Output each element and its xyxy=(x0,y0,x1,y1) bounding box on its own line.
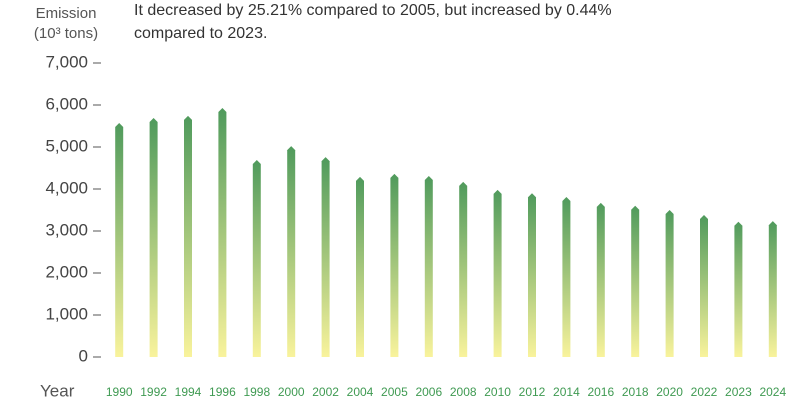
y-tick-label: 7,000 xyxy=(45,52,88,71)
bar xyxy=(494,190,502,357)
y-tick-label: 0 xyxy=(79,346,88,365)
x-tick-label: 2005 xyxy=(381,385,408,399)
bar xyxy=(390,174,398,357)
bar xyxy=(356,177,364,357)
bar xyxy=(253,160,261,357)
x-tick-label: 2018 xyxy=(622,385,649,399)
bar xyxy=(631,206,639,357)
annotation: It decreased by 25.21% compared to 2005,… xyxy=(134,2,612,19)
y-tick-label: 5,000 xyxy=(45,136,88,155)
bar xyxy=(150,118,158,357)
bar xyxy=(218,108,226,357)
x-tick-label: 2024 xyxy=(759,385,786,399)
y-axis-title: Emission xyxy=(36,5,97,22)
x-tick-label: 2020 xyxy=(656,385,683,399)
y-tick-label: 6,000 xyxy=(45,94,88,113)
bar xyxy=(115,123,123,357)
y-tick-label: 2,000 xyxy=(45,262,88,281)
bar xyxy=(425,176,433,357)
x-tick-label: 1994 xyxy=(175,385,202,399)
chart: Emission (10³ tons) It decreased by 25.2… xyxy=(0,0,790,407)
x-tick-label: 2004 xyxy=(347,385,374,399)
bar xyxy=(287,146,295,357)
bar xyxy=(597,203,605,357)
x-tick-label: 1996 xyxy=(209,385,236,399)
bar xyxy=(459,182,467,357)
y-tick-label: 3,000 xyxy=(45,220,88,239)
x-tick-label: 1990 xyxy=(106,385,133,399)
x-tick-label: 2000 xyxy=(278,385,305,399)
y-tick-label: 1,000 xyxy=(45,304,88,323)
x-axis-title: Year xyxy=(40,381,75,400)
x-tick-label: 2010 xyxy=(484,385,511,399)
x-tick-label: 2012 xyxy=(519,385,546,399)
y-axis-unit: (10³ tons) xyxy=(34,25,98,42)
x-tick-label: 1998 xyxy=(243,385,270,399)
x-tick-label: 2014 xyxy=(553,385,580,399)
bar xyxy=(184,116,192,357)
y-tick-label: 4,000 xyxy=(45,178,88,197)
x-tick-label: 2016 xyxy=(587,385,614,399)
bar xyxy=(528,193,536,357)
bar xyxy=(666,210,674,357)
x-tick-label: 1992 xyxy=(140,385,167,399)
x-tick-label: 2006 xyxy=(415,385,442,399)
bar xyxy=(769,221,777,357)
x-tick-label: 2008 xyxy=(450,385,477,399)
bar xyxy=(562,197,570,357)
bar xyxy=(734,222,742,357)
annotation: compared to 2023. xyxy=(134,25,267,42)
x-tick-label: 2022 xyxy=(691,385,718,399)
bar xyxy=(322,157,330,357)
x-tick-label: 2023 xyxy=(725,385,752,399)
x-tick-label: 2002 xyxy=(312,385,339,399)
bar xyxy=(700,215,708,357)
